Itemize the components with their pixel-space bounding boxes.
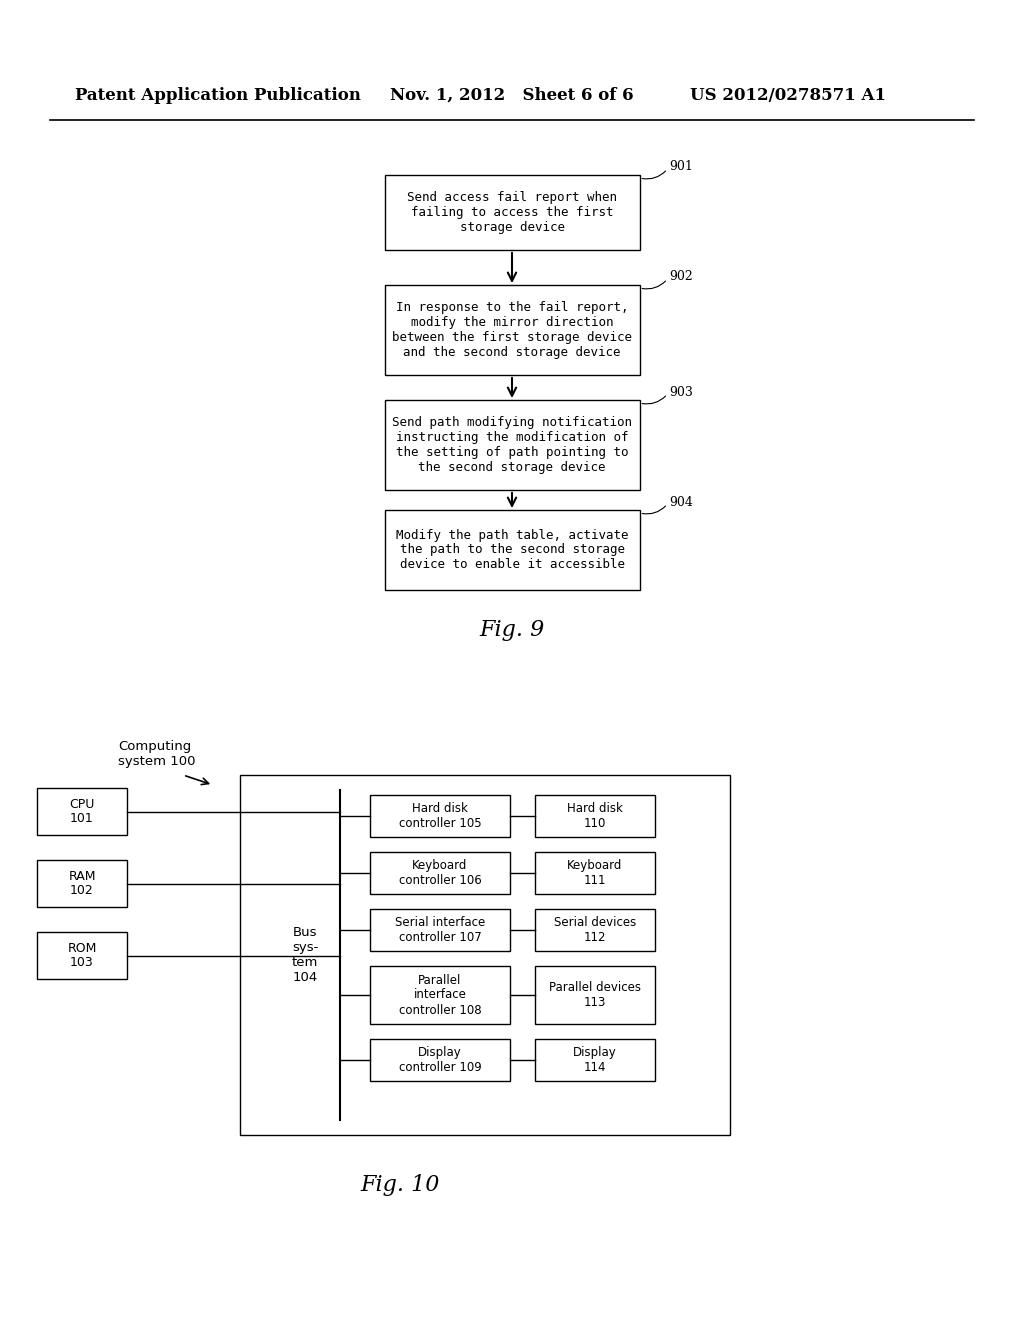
FancyBboxPatch shape: [535, 795, 655, 837]
Text: Nov. 1, 2012   Sheet 6 of 6: Nov. 1, 2012 Sheet 6 of 6: [390, 87, 634, 103]
Text: Display
114: Display 114: [573, 1045, 616, 1074]
Text: RAM
102: RAM 102: [69, 870, 96, 898]
FancyBboxPatch shape: [370, 909, 510, 950]
Text: Serial interface
controller 107: Serial interface controller 107: [395, 916, 485, 944]
FancyBboxPatch shape: [37, 932, 127, 979]
FancyBboxPatch shape: [370, 1039, 510, 1081]
FancyBboxPatch shape: [384, 400, 640, 490]
Text: Parallel devices
113: Parallel devices 113: [549, 981, 641, 1008]
Text: Send path modifying notification
instructing the modification of
the setting of : Send path modifying notification instruc…: [392, 416, 632, 474]
Text: US 2012/0278571 A1: US 2012/0278571 A1: [690, 87, 886, 103]
Text: Hard disk
110: Hard disk 110: [567, 803, 623, 830]
Text: Computing
system 100: Computing system 100: [118, 741, 196, 768]
Text: Modify the path table, activate
the path to the second storage
device to enable : Modify the path table, activate the path…: [395, 528, 629, 572]
FancyBboxPatch shape: [384, 285, 640, 375]
FancyBboxPatch shape: [370, 795, 510, 837]
FancyBboxPatch shape: [240, 775, 730, 1135]
FancyBboxPatch shape: [370, 966, 510, 1024]
FancyBboxPatch shape: [384, 510, 640, 590]
FancyBboxPatch shape: [384, 176, 640, 249]
Text: 903: 903: [670, 385, 693, 399]
Text: 902: 902: [670, 271, 693, 284]
FancyBboxPatch shape: [535, 909, 655, 950]
Text: Fig. 10: Fig. 10: [360, 1173, 439, 1196]
FancyBboxPatch shape: [37, 861, 127, 907]
Text: Serial devices
112: Serial devices 112: [554, 916, 636, 944]
Text: CPU
101: CPU 101: [70, 797, 94, 825]
Text: Keyboard
111: Keyboard 111: [567, 859, 623, 887]
Text: ROM
103: ROM 103: [68, 941, 96, 969]
Text: Fig. 9: Fig. 9: [479, 619, 545, 642]
Text: 904: 904: [670, 495, 693, 508]
Text: Bus
sys-
tem
104: Bus sys- tem 104: [292, 927, 318, 983]
Text: 901: 901: [670, 161, 693, 173]
Text: Display
controller 109: Display controller 109: [398, 1045, 481, 1074]
FancyBboxPatch shape: [535, 1039, 655, 1081]
Text: Patent Application Publication: Patent Application Publication: [75, 87, 360, 103]
FancyBboxPatch shape: [37, 788, 127, 836]
Text: Parallel
interface
controller 108: Parallel interface controller 108: [398, 974, 481, 1016]
Text: In response to the fail report,
modify the mirror direction
between the first st: In response to the fail report, modify t…: [392, 301, 632, 359]
FancyBboxPatch shape: [370, 851, 510, 894]
Text: Send access fail report when
failing to access the first
storage device: Send access fail report when failing to …: [407, 191, 617, 234]
FancyBboxPatch shape: [535, 851, 655, 894]
Text: Keyboard
controller 106: Keyboard controller 106: [398, 859, 481, 887]
FancyBboxPatch shape: [535, 966, 655, 1024]
Text: Hard disk
controller 105: Hard disk controller 105: [398, 803, 481, 830]
